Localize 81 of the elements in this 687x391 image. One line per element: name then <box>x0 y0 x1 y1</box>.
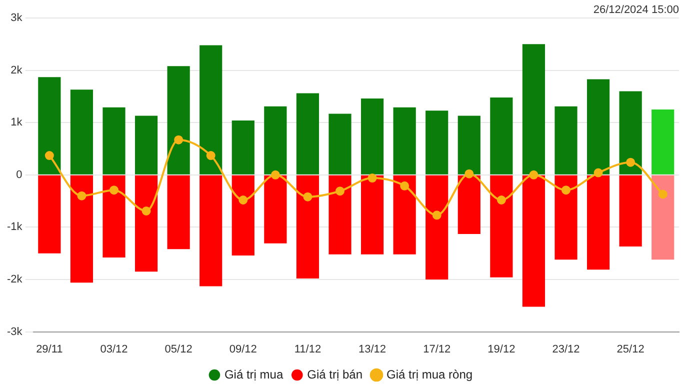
bar <box>232 175 254 256</box>
bar <box>393 107 416 174</box>
bar <box>586 79 610 174</box>
point <box>496 196 506 205</box>
x-tick-label: 19/12 <box>488 343 516 356</box>
point <box>594 168 603 178</box>
bar <box>328 114 352 174</box>
bar <box>619 175 642 247</box>
legend-label: Giá trị bán <box>307 367 363 382</box>
bar <box>619 91 642 174</box>
y-tick-label: -2k <box>7 274 23 286</box>
x-tick-label: 03/12 <box>100 343 128 356</box>
bar <box>264 106 287 174</box>
bar <box>554 106 578 174</box>
bar <box>393 175 416 254</box>
bar <box>360 175 384 254</box>
bar <box>134 175 158 272</box>
bar <box>167 66 190 174</box>
bar <box>522 175 546 307</box>
x-tick-label: 11/12 <box>294 343 322 356</box>
point <box>432 210 442 220</box>
point <box>44 151 54 160</box>
bar <box>38 77 61 174</box>
bar <box>522 44 546 174</box>
bar <box>232 120 254 174</box>
point <box>206 151 216 160</box>
x-tick-label: 13/12 <box>358 343 386 356</box>
y-tick-label: -3k <box>7 326 23 338</box>
bar <box>554 175 578 260</box>
point <box>626 158 636 167</box>
point <box>303 192 312 202</box>
bar <box>360 98 384 174</box>
point <box>270 170 280 180</box>
x-tick-label: 23/12 <box>552 343 580 356</box>
point <box>174 135 184 144</box>
point <box>464 169 474 178</box>
bar <box>102 175 126 258</box>
y-tick-label: 2k <box>10 64 23 76</box>
bar <box>328 175 352 254</box>
text: 26/12/2024 15:00 <box>593 4 679 16</box>
bar <box>458 116 480 174</box>
point <box>562 186 570 195</box>
bar <box>38 175 61 254</box>
bar <box>102 107 126 174</box>
bar <box>652 175 674 260</box>
bar <box>296 93 320 174</box>
legend-label: Giá trị mua ròng <box>386 367 473 382</box>
point <box>77 191 86 200</box>
y-tick-label: 3k <box>10 12 23 24</box>
bar <box>296 175 320 278</box>
y-tick-label: -1k <box>7 221 23 234</box>
bar <box>200 45 222 174</box>
x-tick-label: 17/12 <box>423 343 451 356</box>
bar <box>490 97 513 174</box>
point <box>109 186 118 195</box>
point <box>368 174 377 183</box>
point <box>529 170 538 180</box>
x-tick-label: 05/12 <box>164 343 192 356</box>
bar <box>426 175 448 280</box>
x-tick-label: 25/12 <box>616 343 644 356</box>
y-tick-label: 0 <box>16 168 22 181</box>
point <box>336 186 344 196</box>
point <box>142 206 151 216</box>
point <box>238 196 248 205</box>
legend-label: Giá trị mua <box>224 367 284 382</box>
y-tick-label: 1k <box>10 116 23 129</box>
bar <box>490 175 513 278</box>
bar <box>200 175 222 286</box>
point <box>658 190 668 199</box>
x-tick-label: 29/11 <box>36 343 63 356</box>
bar <box>70 90 94 174</box>
bar <box>264 175 287 244</box>
x-tick-label: 09/12 <box>229 343 257 356</box>
bar <box>586 175 610 270</box>
bar <box>652 110 674 174</box>
point <box>400 181 410 190</box>
bar <box>458 175 480 234</box>
bar <box>134 116 158 174</box>
bar <box>167 175 190 250</box>
bar <box>426 110 448 174</box>
bar <box>70 175 94 283</box>
